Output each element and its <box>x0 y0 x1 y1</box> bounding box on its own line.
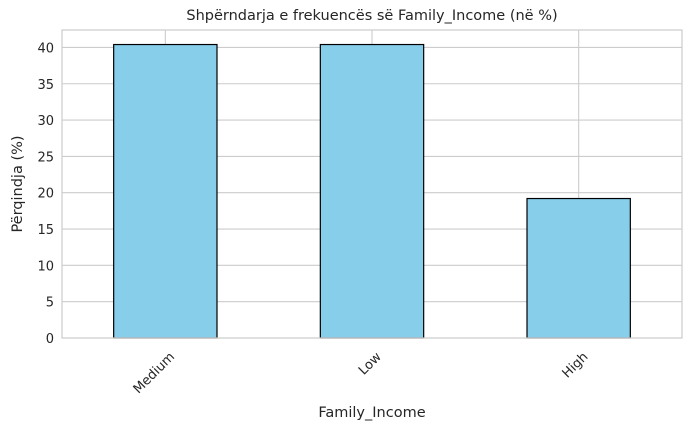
y-axis-ticks: 0 5 10 15 20 25 30 35 40 <box>37 41 54 347</box>
bar-high <box>526 197 631 339</box>
x-axis-ticks: Medium Low High <box>131 349 592 397</box>
y-tick-label: 25 <box>37 150 54 165</box>
y-tick-label: 5 <box>46 296 54 311</box>
x-axis-label: Family_Income <box>318 405 425 421</box>
x-tick-label: Low <box>356 349 385 378</box>
y-tick-label: 40 <box>37 41 54 56</box>
plot-frame <box>61 29 683 339</box>
bar-low <box>319 43 425 339</box>
y-tick-label: 35 <box>37 78 54 93</box>
y-axis-label: Përqindja (%) <box>10 135 26 232</box>
y-tick-label: 30 <box>37 114 54 129</box>
y-tick-label: 0 <box>46 332 54 347</box>
y-tick-label: 10 <box>37 259 54 274</box>
y-tick-label: 15 <box>37 223 54 238</box>
chart-title: Shpërndarja e frekuencës së Family_Incom… <box>186 8 557 24</box>
x-tick-label: Medium <box>131 350 178 397</box>
bar-medium <box>113 43 218 339</box>
bars <box>113 43 631 339</box>
x-tick-label: High <box>560 350 592 382</box>
y-tick-label: 20 <box>37 187 54 202</box>
